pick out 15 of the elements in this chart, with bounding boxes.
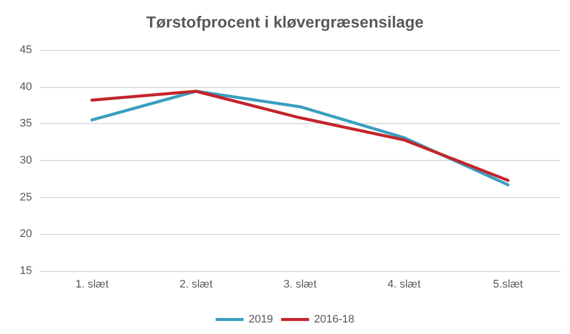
- legend-label: 2016-18: [314, 314, 354, 326]
- y-tick-label: 35: [20, 118, 32, 130]
- y-tick-label: 20: [20, 228, 32, 240]
- y-tick-label: 45: [20, 44, 32, 56]
- x-tick-label: 1. slæt: [75, 278, 109, 290]
- chart-title: Tørstofprocent i kløvergræsensilage: [146, 14, 424, 32]
- x-tick-label: 3. slæt: [283, 278, 317, 290]
- y-tick-label: 15: [20, 265, 32, 277]
- legend-label: 2019: [248, 314, 274, 326]
- y-tick-label: 25: [20, 191, 32, 204]
- x-tick-label: 5.slæt: [493, 278, 523, 290]
- x-tick-label: 2. slæt: [179, 278, 213, 290]
- y-tick-label: 40: [20, 80, 32, 93]
- x-tick-label: 4. slæt: [387, 278, 421, 290]
- y-tick-label: 30: [20, 154, 32, 166]
